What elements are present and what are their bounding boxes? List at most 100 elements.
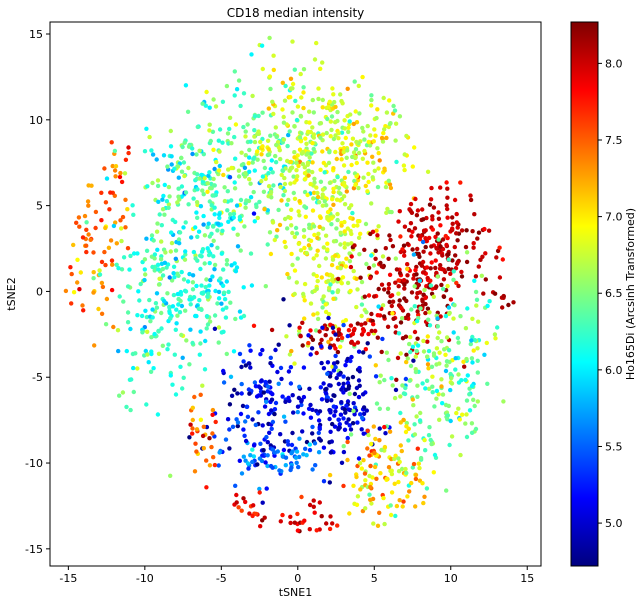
data-point — [425, 169, 431, 174]
data-point — [74, 220, 79, 225]
data-point — [252, 219, 257, 224]
data-point — [429, 260, 434, 265]
data-point — [373, 328, 378, 334]
data-point — [444, 335, 450, 340]
data-point — [369, 328, 374, 334]
data-point — [205, 322, 211, 327]
data-point — [410, 397, 415, 402]
data-point — [301, 90, 306, 95]
data-point — [334, 375, 339, 381]
data-point — [200, 188, 205, 193]
data-point — [361, 350, 366, 355]
data-point — [181, 375, 186, 380]
data-point — [213, 104, 219, 109]
data-point — [455, 335, 461, 341]
data-point — [112, 148, 118, 154]
data-point — [331, 202, 336, 207]
data-point — [384, 350, 389, 355]
data-point — [300, 320, 305, 325]
data-point — [348, 112, 353, 117]
data-point — [212, 313, 218, 318]
data-point — [190, 287, 196, 292]
data-point — [217, 127, 223, 132]
data-point — [154, 157, 159, 162]
data-point — [274, 134, 279, 140]
data-point — [448, 271, 453, 276]
data-point — [393, 280, 398, 285]
data-point — [330, 421, 335, 427]
data-point — [273, 153, 278, 159]
data-point — [142, 257, 148, 262]
data-point — [473, 274, 479, 279]
data-point — [492, 291, 498, 296]
data-point — [375, 523, 381, 528]
data-point — [221, 290, 227, 295]
data-point — [434, 346, 440, 351]
data-point — [430, 217, 435, 222]
data-point — [425, 275, 430, 281]
data-point — [262, 207, 267, 212]
data-point — [385, 206, 390, 212]
data-point — [362, 148, 367, 154]
data-point — [343, 135, 348, 141]
data-point — [390, 311, 395, 316]
data-point — [199, 249, 205, 254]
data-point — [458, 452, 463, 458]
data-point — [200, 101, 205, 106]
data-point — [286, 395, 291, 400]
data-point — [388, 503, 393, 508]
data-point — [282, 175, 287, 181]
data-point — [291, 410, 296, 415]
data-point — [202, 261, 207, 266]
data-point — [173, 392, 179, 397]
data-point — [418, 234, 423, 239]
data-point — [247, 391, 252, 396]
data-point — [383, 246, 388, 251]
data-point — [321, 381, 326, 386]
data-point — [314, 350, 319, 356]
data-point — [360, 125, 365, 131]
data-point — [361, 175, 366, 180]
data-point — [462, 364, 467, 369]
data-point — [384, 135, 389, 141]
data-point — [327, 99, 332, 105]
data-point — [295, 256, 300, 261]
data-point — [354, 160, 359, 166]
data-point — [153, 301, 159, 306]
data-point — [210, 407, 216, 413]
data-point — [359, 313, 364, 319]
data-point — [193, 225, 198, 230]
data-point — [282, 239, 287, 245]
data-point — [243, 129, 248, 134]
data-point — [366, 432, 371, 438]
data-point — [476, 230, 482, 235]
data-point — [452, 303, 457, 308]
data-point — [372, 127, 377, 132]
data-point — [324, 130, 329, 136]
data-point — [367, 473, 372, 479]
data-point — [438, 223, 443, 228]
data-point — [229, 263, 234, 268]
data-point — [319, 344, 324, 349]
data-point — [497, 275, 503, 280]
data-point — [110, 163, 115, 169]
data-point — [227, 115, 233, 121]
data-point — [221, 368, 226, 374]
data-point — [135, 313, 140, 318]
data-point — [363, 183, 368, 189]
data-point — [451, 330, 456, 335]
data-point — [456, 283, 461, 289]
data-point — [375, 146, 380, 151]
data-point — [281, 297, 286, 302]
data-point — [119, 238, 124, 244]
data-point — [168, 249, 173, 254]
data-point — [396, 291, 401, 296]
data-point — [84, 249, 89, 255]
data-point — [298, 71, 303, 77]
data-point — [430, 227, 435, 232]
data-point — [125, 246, 131, 251]
data-point — [361, 431, 366, 436]
data-point — [168, 316, 173, 321]
data-point — [428, 266, 433, 271]
data-point — [455, 260, 460, 265]
